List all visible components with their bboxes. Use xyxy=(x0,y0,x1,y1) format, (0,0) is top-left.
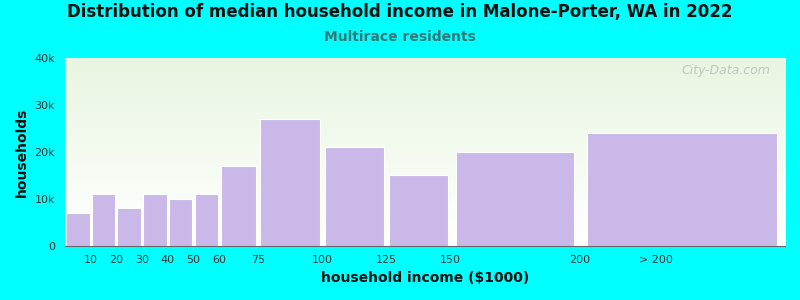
Bar xyxy=(194,194,218,246)
Text: Multirace residents: Multirace residents xyxy=(324,30,476,44)
Bar xyxy=(143,194,166,246)
Bar xyxy=(325,147,384,246)
Text: City-Data.com: City-Data.com xyxy=(682,64,770,76)
Bar xyxy=(587,133,777,246)
Bar xyxy=(92,194,115,246)
Y-axis label: households: households xyxy=(15,107,29,196)
X-axis label: household income ($1000): household income ($1000) xyxy=(321,271,529,285)
Bar xyxy=(260,119,319,246)
Bar xyxy=(389,175,448,246)
Text: Distribution of median household income in Malone-Porter, WA in 2022: Distribution of median household income … xyxy=(67,3,733,21)
Bar xyxy=(221,166,256,246)
Bar xyxy=(66,213,90,246)
Bar xyxy=(118,208,141,246)
Bar xyxy=(169,199,193,246)
Bar xyxy=(456,152,574,246)
